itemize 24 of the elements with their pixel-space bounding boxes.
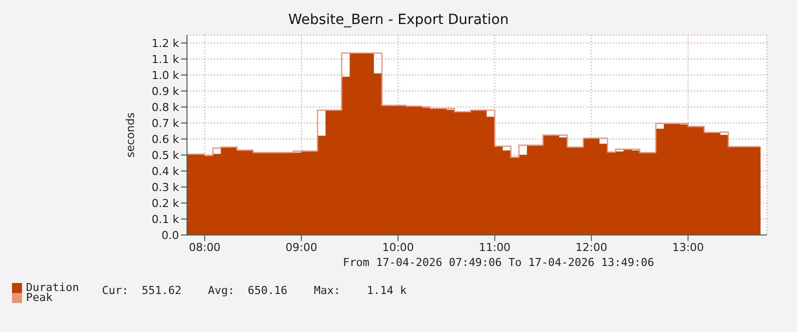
text: From 17-04-2026 07:49:06 To 17-04-2026 13:49:06 — [342, 256, 654, 269]
y-tick-label: 0.3 k — [152, 180, 180, 194]
x-tick-label: 09:00 — [286, 240, 318, 254]
x-tick-label: 12:00 — [576, 240, 608, 254]
x-tick-label: 10:00 — [382, 240, 414, 254]
x-tick-label: 11:00 — [478, 240, 511, 254]
y-tick-label: 0.4 k — [152, 164, 180, 178]
text: Cur: 551.62 Avg: 650.16 Max: 1.14 k — [102, 284, 407, 297]
x-tick-label: 08:00 — [188, 240, 221, 254]
y-tick-label: 1.2 k — [152, 36, 180, 50]
chart-title: Website_Bern - Export Duration — [287, 12, 510, 28]
y-tick-label: 0.2 k — [152, 196, 180, 210]
y-tick-label: 1.1 k — [152, 52, 180, 66]
y-tick-label: 0.0 — [162, 228, 179, 242]
y-tick-label: 0.5 k — [152, 148, 180, 162]
x-tick-label: 13:00 — [672, 240, 704, 254]
y-tick-label: 0.1 k — [152, 212, 180, 226]
y-tick-label: 0.7 k — [152, 116, 180, 130]
legend-label: Peak — [26, 291, 52, 304]
y-tick-label: 0.6 k — [152, 132, 180, 146]
y-tick-label: 1.0 k — [152, 68, 180, 82]
y-tick-label: 0.9 k — [152, 84, 180, 98]
y-tick-label: 0.8 k — [152, 100, 180, 114]
y-axis-title: seconds — [124, 112, 137, 158]
